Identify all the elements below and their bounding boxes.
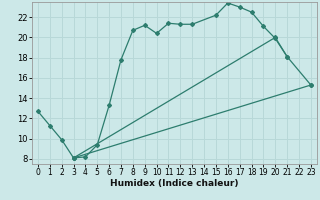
X-axis label: Humidex (Indice chaleur): Humidex (Indice chaleur) bbox=[110, 179, 239, 188]
